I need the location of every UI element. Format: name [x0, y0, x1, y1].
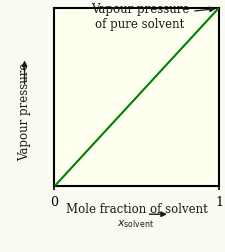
Text: Mole fraction of solvent: Mole fraction of solvent	[65, 203, 207, 215]
Text: $x_{\mathrm{solvent}}$: $x_{\mathrm{solvent}}$	[116, 218, 153, 230]
Text: Vapour pressure
of pure solvent: Vapour pressure of pure solvent	[90, 3, 213, 31]
Text: Vapour pressure: Vapour pressure	[18, 62, 31, 161]
